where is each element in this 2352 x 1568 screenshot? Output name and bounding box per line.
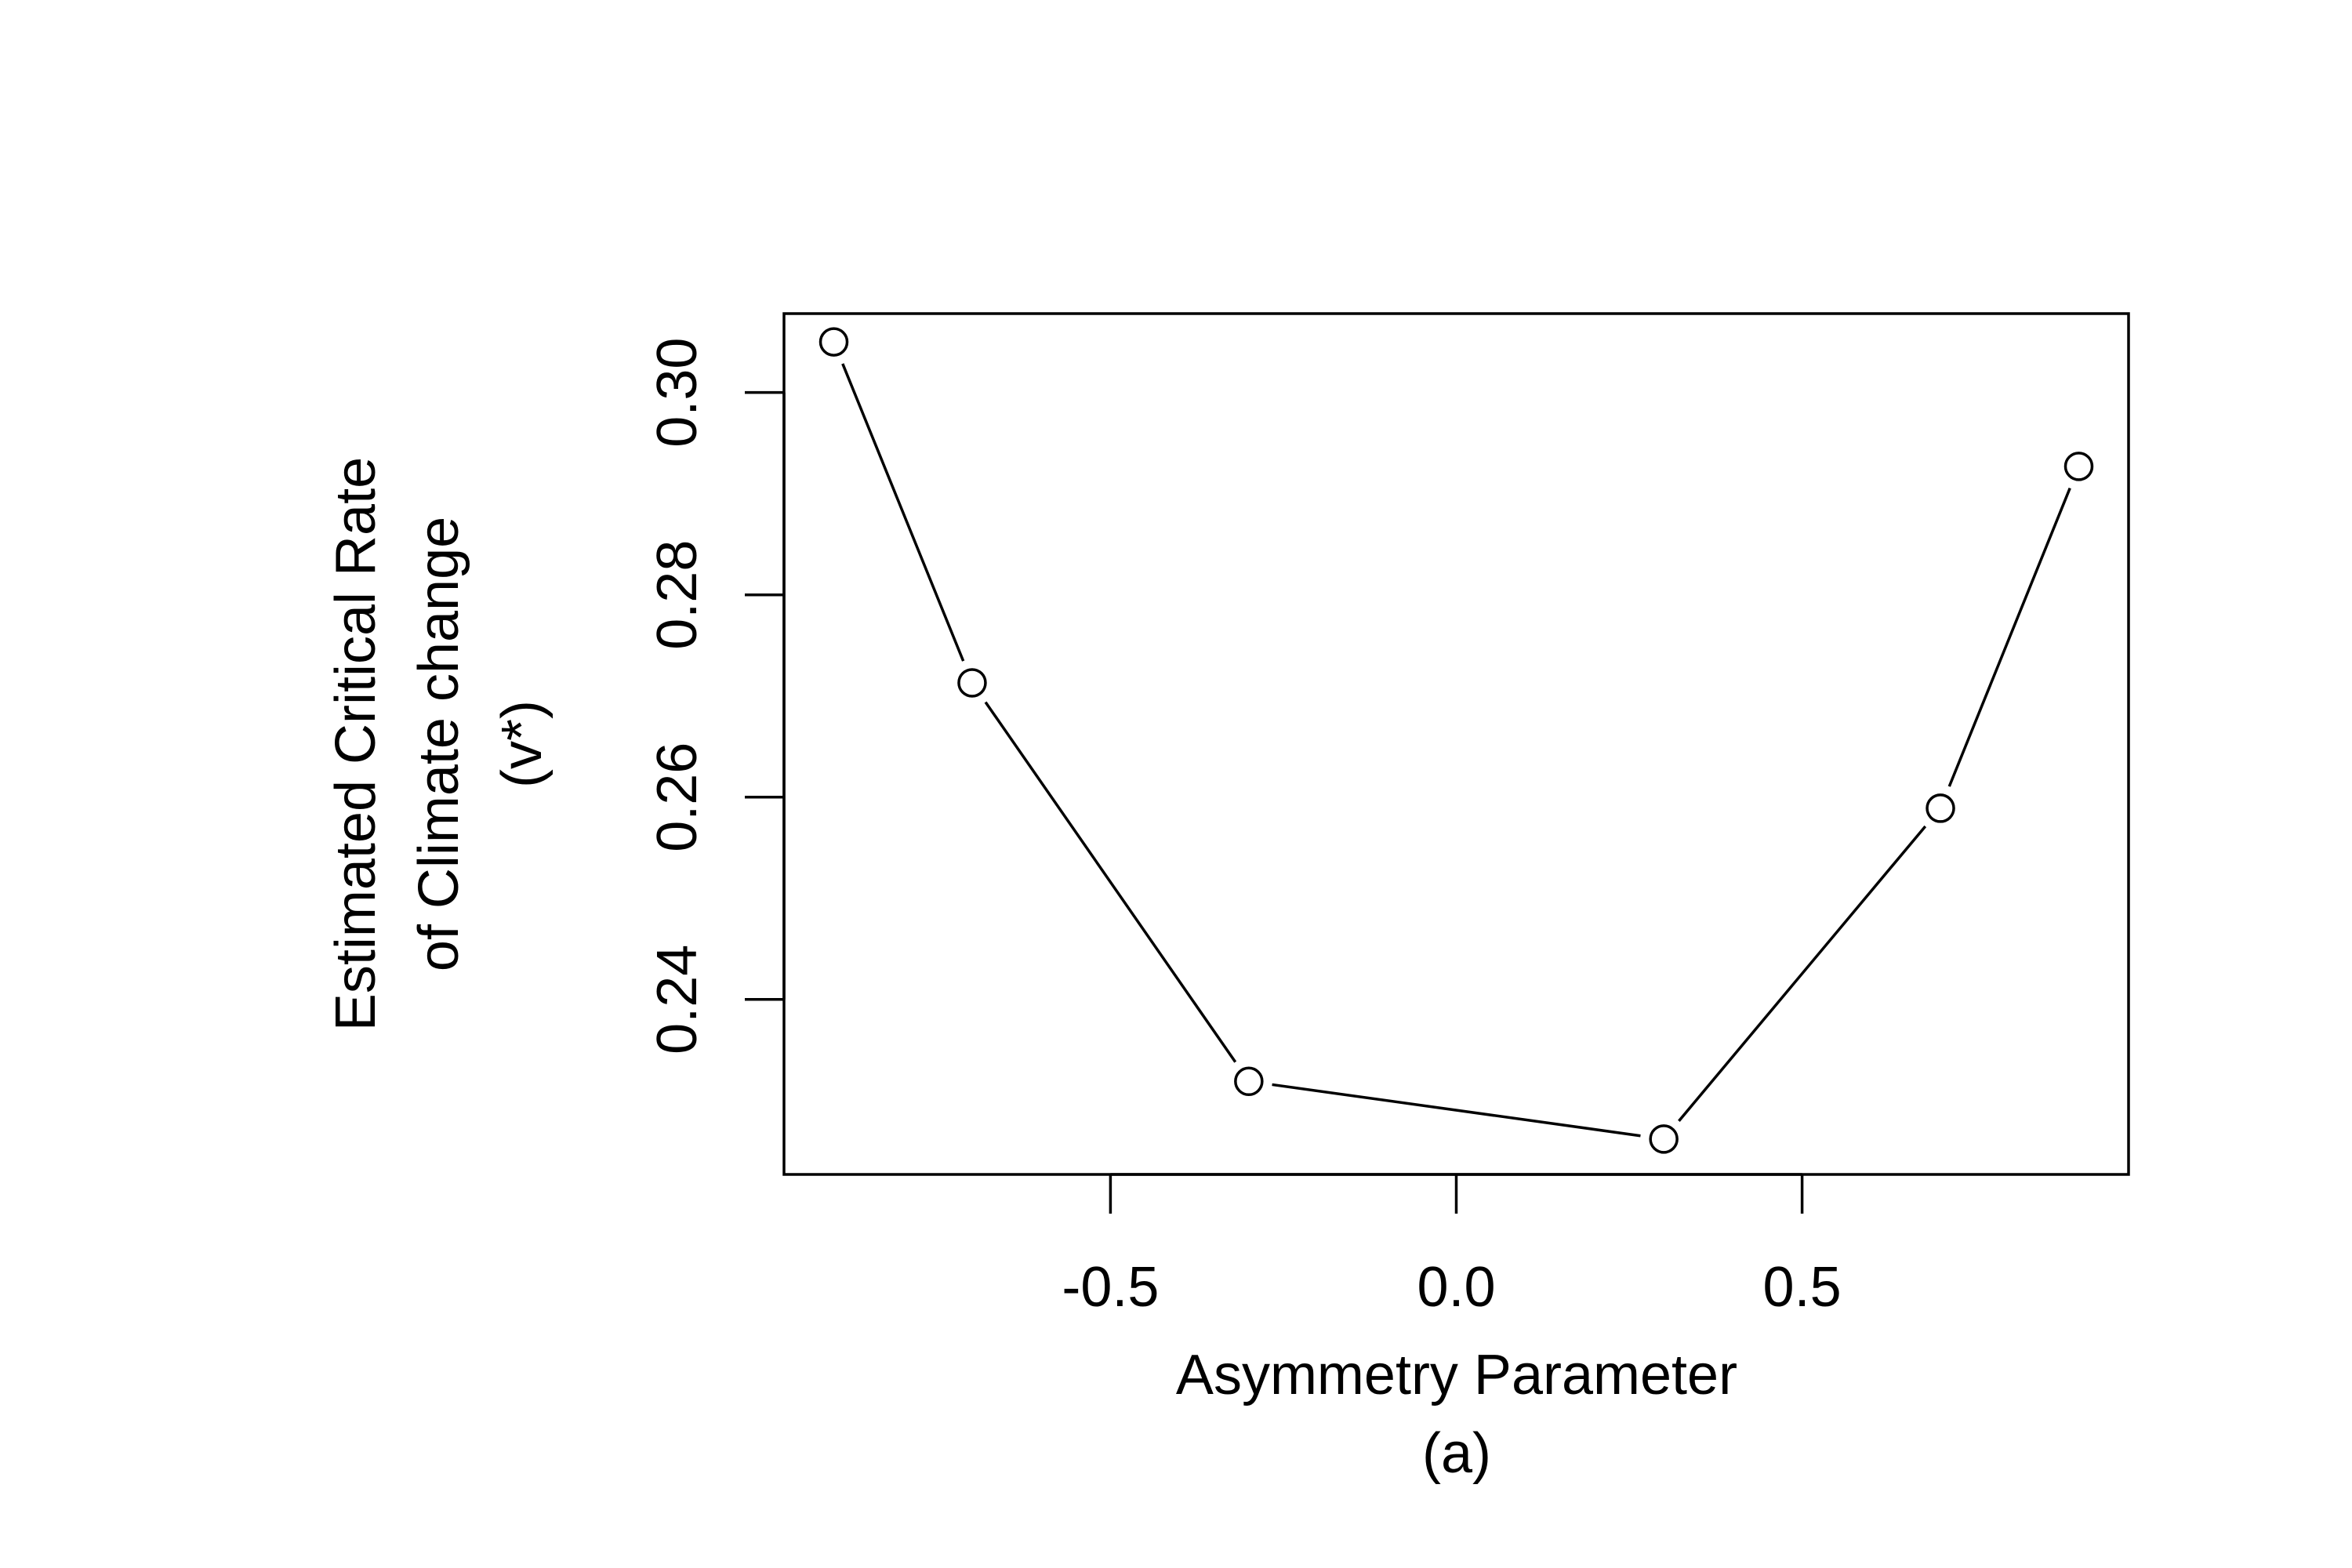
line-segment: [1947, 487, 2071, 787]
data-point: [818, 327, 849, 357]
data-point: [1649, 1124, 1679, 1154]
y-tick-label: 0.30: [646, 338, 709, 448]
line-segment: [1272, 1083, 1641, 1138]
data-point: [1926, 793, 1955, 823]
series-markers: [818, 327, 2094, 1154]
data-point: [957, 668, 987, 698]
y-axis-label-line-1: Estimated Critical Rate: [325, 457, 387, 1031]
y-tick-label: 0.24: [646, 945, 709, 1054]
line-segment: [984, 701, 1237, 1063]
y-axis-label-line-2: of Climate change: [408, 517, 470, 971]
x-axis-label: Asymmetry Parameter: [1176, 1344, 1737, 1406]
x-tick-label: 0.0: [1417, 1256, 1495, 1319]
series-line: [841, 363, 2071, 1138]
x-tick-label: 0.5: [1763, 1256, 1842, 1319]
figure-caption: (a): [1422, 1422, 1491, 1485]
x-axis: -0.5 0.0 0.5: [1062, 1173, 1842, 1319]
x-tick-label: -0.5: [1062, 1256, 1159, 1319]
data-point: [2063, 452, 2094, 481]
y-tick-label: 0.26: [646, 742, 709, 852]
y-tick-label: 0.28: [646, 540, 709, 650]
y-axis: 0.24 0.26 0.28 0.30: [646, 338, 786, 1054]
data-point: [1234, 1066, 1264, 1097]
line-segment: [1678, 825, 1927, 1122]
plot-frame: [782, 312, 2130, 1176]
y-axis-label-line-3: (v*): [491, 700, 554, 788]
line-segment: [841, 363, 965, 662]
